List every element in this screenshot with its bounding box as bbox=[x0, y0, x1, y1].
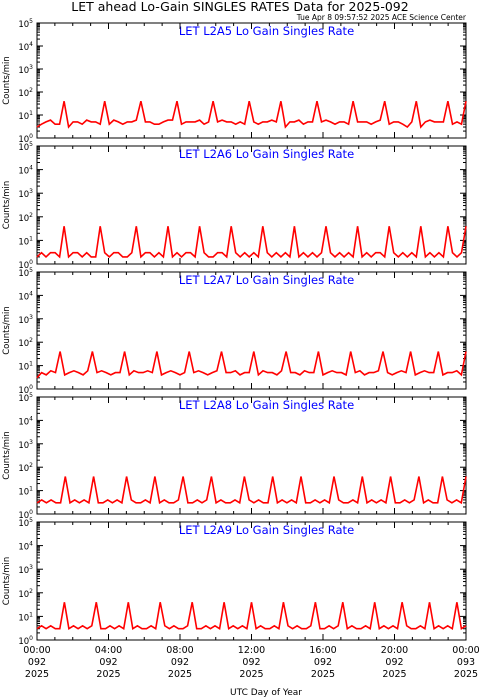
series-line bbox=[36, 351, 467, 379]
y-tick-label: 105 bbox=[18, 517, 33, 529]
y-axis-label: Counts/min bbox=[2, 431, 12, 480]
y-tick-label: 104 bbox=[18, 41, 33, 53]
series-line bbox=[36, 226, 467, 259]
x-tick-label: 092 bbox=[28, 657, 46, 668]
y-tick-label: 103 bbox=[18, 314, 33, 326]
series-line bbox=[36, 101, 467, 129]
y-tick-label: 102 bbox=[18, 87, 33, 99]
x-tick-label: 092 bbox=[171, 657, 189, 668]
x-tick-label: 092 bbox=[385, 657, 403, 668]
panel-4: LET L2A8 Lo Gain Singles Rate Counts/min 1… bbox=[2, 392, 467, 521]
x-tick-label: 04:00 bbox=[95, 645, 122, 656]
x-axis-label: UTC Day of Year bbox=[230, 688, 302, 698]
y-tick-label: 100 bbox=[18, 384, 33, 396]
panel-title: LET L2A9 Lo Gain Singles Rate bbox=[179, 523, 354, 537]
panel-3: LET L2A7 Lo Gain Singles Rate Counts/min 1… bbox=[2, 267, 467, 396]
panel-5: LET L2A9 Lo Gain Singles Rate Counts/min 1… bbox=[2, 517, 467, 647]
series-line bbox=[36, 602, 467, 631]
x-tick-label: 08:00 bbox=[166, 645, 193, 656]
plot-frame bbox=[36, 145, 467, 265]
x-tick-label: 20:00 bbox=[381, 645, 408, 656]
y-axis-label: Counts/min bbox=[2, 557, 12, 606]
x-tick-label: 2025 bbox=[25, 669, 49, 680]
x-tick-label: 2025 bbox=[239, 669, 263, 680]
y-axis-label: Counts/min bbox=[2, 181, 12, 230]
y-tick-label: 100 bbox=[18, 259, 33, 271]
x-tick-label: 2025 bbox=[311, 669, 335, 680]
plot-frame bbox=[36, 396, 467, 515]
panel-title: LET L2A7 Lo Gain Singles Rate bbox=[179, 273, 354, 287]
x-tick-label: 2025 bbox=[454, 669, 478, 680]
y-tick-label: 101 bbox=[18, 235, 33, 247]
y-tick-label: 103 bbox=[18, 64, 33, 76]
y-tick-label: 101 bbox=[18, 486, 33, 498]
x-tick-label: 2025 bbox=[382, 669, 406, 680]
x-tick-label: 12:00 bbox=[238, 645, 265, 656]
y-tick-label: 101 bbox=[18, 611, 33, 623]
y-tick-label: 101 bbox=[18, 361, 33, 373]
x-tick-label: 092 bbox=[99, 657, 117, 668]
panel-2: LET L2A6 Lo Gain Singles Rate Counts/min 1… bbox=[2, 141, 467, 271]
panel-title: LET L2A6 Lo Gain Singles Rate bbox=[179, 147, 354, 161]
y-tick-label: 104 bbox=[18, 541, 33, 553]
panel-title: LET L2A8 Lo Gain Singles Rate bbox=[179, 398, 354, 412]
panel-1: LET L2A5 Lo Gain Singles Rate Counts/min 1… bbox=[2, 18, 467, 145]
y-tick-label: 102 bbox=[18, 337, 33, 349]
plot-frame bbox=[36, 521, 467, 641]
y-axis-label: Counts/min bbox=[2, 56, 12, 105]
y-tick-label: 105 bbox=[18, 267, 33, 279]
y-tick-label: 103 bbox=[18, 564, 33, 576]
y-tick-label: 100 bbox=[18, 133, 33, 145]
y-axis-label: Counts/min bbox=[2, 306, 12, 355]
y-tick-label: 103 bbox=[18, 188, 33, 200]
series-line bbox=[36, 476, 467, 505]
y-tick-label: 102 bbox=[18, 212, 33, 224]
x-tick-label: 00:00 bbox=[23, 645, 50, 656]
y-tick-label: 102 bbox=[18, 462, 33, 474]
x-tick-label: 092 bbox=[314, 657, 332, 668]
y-tick-label: 105 bbox=[18, 18, 33, 30]
y-tick-label: 103 bbox=[18, 439, 33, 451]
y-tick-label: 102 bbox=[18, 588, 33, 600]
x-tick-label: 16:00 bbox=[309, 645, 336, 656]
x-tick-label: 092 bbox=[242, 657, 260, 668]
y-tick-label: 104 bbox=[18, 415, 33, 427]
y-tick-label: 104 bbox=[18, 290, 33, 302]
x-tick-label: 2025 bbox=[168, 669, 192, 680]
y-tick-label: 105 bbox=[18, 392, 33, 404]
timestamp: Tue Apr 8 09:57:52 2025 ACE Science Cent… bbox=[296, 13, 467, 22]
y-tick-label: 101 bbox=[18, 110, 33, 122]
figure-title: LET ahead Lo-Gain SINGLES RATES Data for… bbox=[71, 0, 408, 14]
y-tick-label: 105 bbox=[18, 141, 33, 153]
y-tick-label: 100 bbox=[18, 635, 33, 647]
panel-title: LET L2A5 Lo Gain Singles Rate bbox=[179, 24, 354, 38]
x-tick-label: 2025 bbox=[96, 669, 120, 680]
y-tick-label: 100 bbox=[18, 509, 33, 521]
y-tick-label: 104 bbox=[18, 165, 33, 177]
x-tick-label: 093 bbox=[457, 657, 475, 668]
x-tick-label: 00:00 bbox=[452, 645, 479, 656]
